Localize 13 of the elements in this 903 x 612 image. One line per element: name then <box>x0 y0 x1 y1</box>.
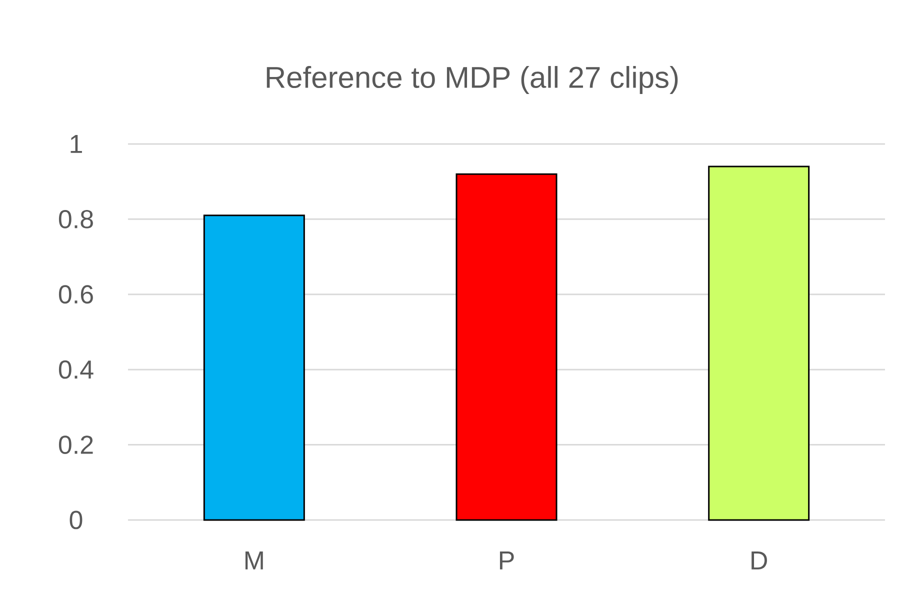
y-tick-label: 0.6 <box>58 285 93 304</box>
x-tick-label: M <box>245 552 263 570</box>
bar <box>456 173 558 521</box>
bar <box>708 166 810 521</box>
x-tick-label: D <box>752 552 767 570</box>
x-tick-label: P <box>500 552 514 570</box>
y-tick-label: 0.4 <box>58 360 94 379</box>
y-tick-label: 1 <box>70 135 82 153</box>
y-tick-label: 0 <box>70 510 82 530</box>
y-tick-label: 0.8 <box>58 210 93 228</box>
chart-title: Reference to MDP (all 27 clips) <box>266 66 678 94</box>
y-tick-label: 0.2 <box>58 436 93 454</box>
bar <box>203 214 305 521</box>
